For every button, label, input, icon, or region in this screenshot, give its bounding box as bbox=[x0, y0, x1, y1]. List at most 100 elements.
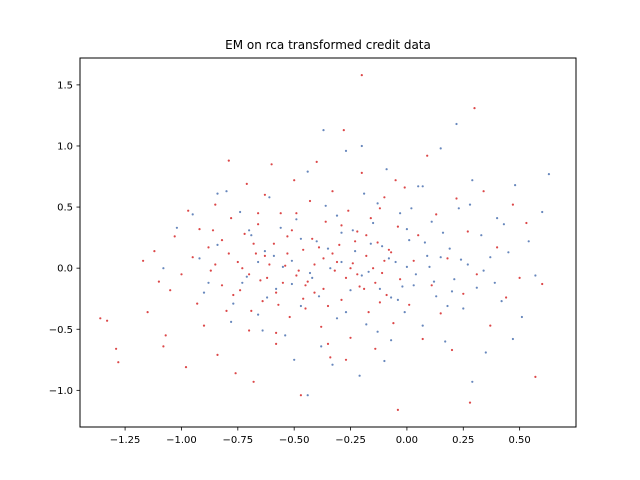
x-tick-label: 0.25 bbox=[452, 435, 474, 446]
scatter-point bbox=[378, 287, 381, 290]
scatter-point bbox=[484, 351, 487, 354]
scatter-point bbox=[496, 217, 499, 220]
scatter-point bbox=[363, 192, 366, 195]
scatter-point bbox=[290, 229, 293, 232]
scatter-point bbox=[248, 229, 251, 232]
scatter-point bbox=[462, 307, 465, 310]
scatter-point bbox=[146, 311, 149, 314]
scatter-point bbox=[286, 252, 289, 255]
scatter-point bbox=[198, 228, 201, 231]
scatter-point bbox=[378, 301, 381, 304]
scatter-point bbox=[225, 190, 228, 193]
scatter-point bbox=[250, 309, 253, 312]
scatter-point bbox=[220, 239, 224, 242]
scatter-point bbox=[450, 290, 454, 293]
scatter-point bbox=[396, 408, 399, 411]
scatter-point bbox=[381, 245, 384, 248]
y-tick-label: 0.5 bbox=[57, 203, 73, 214]
scatter-point bbox=[356, 273, 359, 276]
scatter-point bbox=[439, 312, 442, 315]
scatter-point bbox=[360, 74, 363, 77]
scatter-point bbox=[230, 320, 233, 323]
scatter-point bbox=[157, 280, 160, 283]
scatter-point bbox=[275, 287, 278, 290]
scatter-point bbox=[376, 330, 379, 333]
scatter-point bbox=[457, 207, 460, 210]
scatter-point bbox=[471, 380, 474, 383]
scatter-point bbox=[403, 186, 406, 189]
scatter-point bbox=[344, 149, 348, 152]
scatter-point bbox=[272, 242, 275, 245]
scatter-point bbox=[214, 203, 217, 206]
scatter-point bbox=[313, 291, 316, 294]
scatter-point bbox=[347, 209, 350, 212]
scatter-point bbox=[518, 276, 521, 279]
scatter-point bbox=[320, 325, 323, 328]
scatter-point bbox=[387, 248, 390, 251]
scatter-point bbox=[320, 345, 323, 348]
scatter-point bbox=[263, 254, 266, 257]
scatter-point bbox=[317, 295, 321, 298]
scatter-point bbox=[259, 279, 262, 282]
scatter-point bbox=[459, 258, 463, 261]
scatter-point bbox=[340, 224, 343, 227]
scatter-point bbox=[383, 196, 386, 199]
scatter-point bbox=[471, 179, 474, 182]
scatter-point bbox=[414, 273, 417, 276]
scatter-point bbox=[290, 259, 293, 262]
scatter-point bbox=[324, 220, 327, 223]
scatter-point bbox=[241, 281, 244, 284]
scatter-point bbox=[446, 257, 449, 260]
scatter-point bbox=[351, 229, 354, 232]
scatter-point bbox=[333, 269, 336, 272]
scatter-point bbox=[468, 203, 472, 206]
scatter-point bbox=[356, 230, 359, 233]
scatter-point bbox=[245, 275, 248, 278]
scatter-point bbox=[541, 282, 544, 286]
scatter-point bbox=[354, 240, 357, 243]
scatter-point bbox=[308, 271, 312, 275]
scatter-point bbox=[277, 303, 280, 306]
scatter-point bbox=[232, 293, 235, 297]
scatter-point bbox=[387, 257, 390, 260]
scatter-point bbox=[275, 291, 278, 294]
scatter-point bbox=[369, 242, 372, 245]
scatter-point bbox=[202, 291, 206, 294]
scatter-point bbox=[266, 276, 269, 279]
scatter-point bbox=[505, 296, 508, 299]
scatter-point bbox=[365, 234, 368, 237]
scatter-point bbox=[410, 207, 413, 210]
scatter-point bbox=[299, 237, 302, 240]
y-tick-label: 1.0 bbox=[57, 141, 73, 152]
scatter-point bbox=[329, 356, 332, 359]
scatter-point bbox=[367, 270, 370, 273]
scatter-point bbox=[396, 298, 399, 301]
scatter-point bbox=[214, 263, 217, 266]
scatter-point bbox=[392, 322, 395, 325]
scatter-point bbox=[295, 218, 298, 221]
scatter-point bbox=[369, 217, 372, 220]
scatter-point bbox=[162, 345, 165, 348]
scatter-point bbox=[281, 281, 284, 284]
points-layer bbox=[99, 74, 551, 411]
scatter-point bbox=[493, 281, 496, 284]
scatter-point bbox=[266, 296, 269, 299]
scatter-point bbox=[363, 287, 366, 290]
scatter-point bbox=[408, 303, 411, 306]
scatter-point bbox=[322, 129, 325, 132]
scatter-point bbox=[435, 295, 438, 298]
scatter-point bbox=[263, 193, 266, 196]
scatter-point bbox=[448, 247, 451, 250]
scatter-point bbox=[401, 285, 404, 288]
scatter-point bbox=[326, 247, 330, 250]
scatter-point bbox=[374, 281, 377, 284]
scatter-point bbox=[390, 296, 393, 299]
scatter-point bbox=[354, 250, 357, 253]
scatter-point bbox=[462, 292, 465, 295]
scatter-point bbox=[331, 363, 334, 366]
scatter-point bbox=[191, 213, 194, 216]
scatter-point bbox=[428, 265, 431, 268]
scatter-point bbox=[340, 298, 343, 301]
scatter-point bbox=[446, 304, 449, 308]
scatter-point bbox=[349, 336, 352, 339]
